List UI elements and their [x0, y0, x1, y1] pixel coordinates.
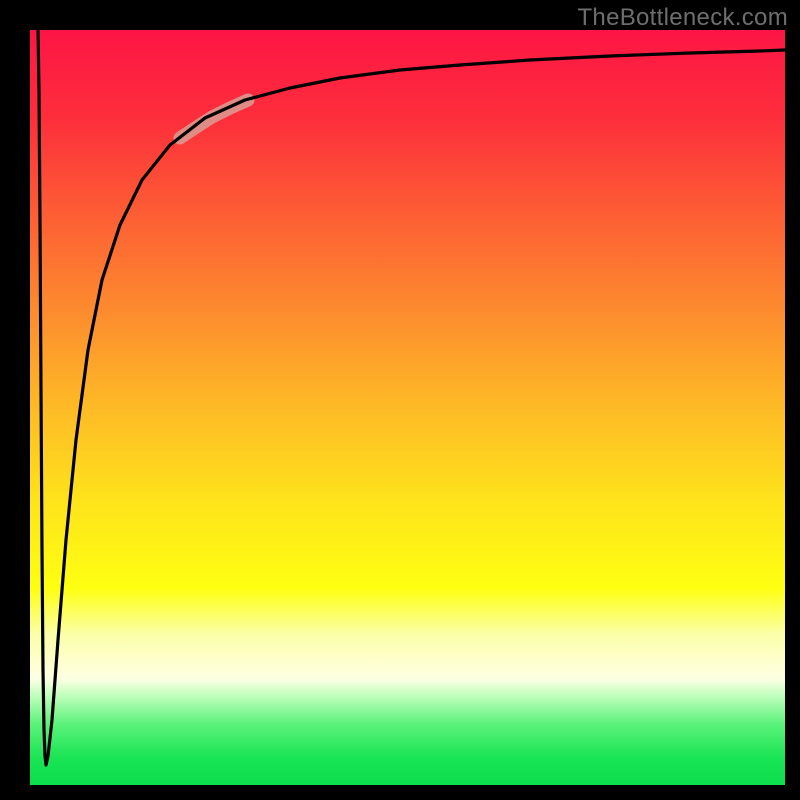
chart-root: { "watermark": { "text": "TheBottleneck.…: [0, 0, 800, 800]
plot-area: [30, 30, 785, 785]
watermark-text: TheBottleneck.com: [577, 4, 788, 32]
curve-layer: [30, 30, 785, 785]
highlight-segment: [180, 100, 248, 138]
bottleneck-curve: [38, 30, 785, 765]
